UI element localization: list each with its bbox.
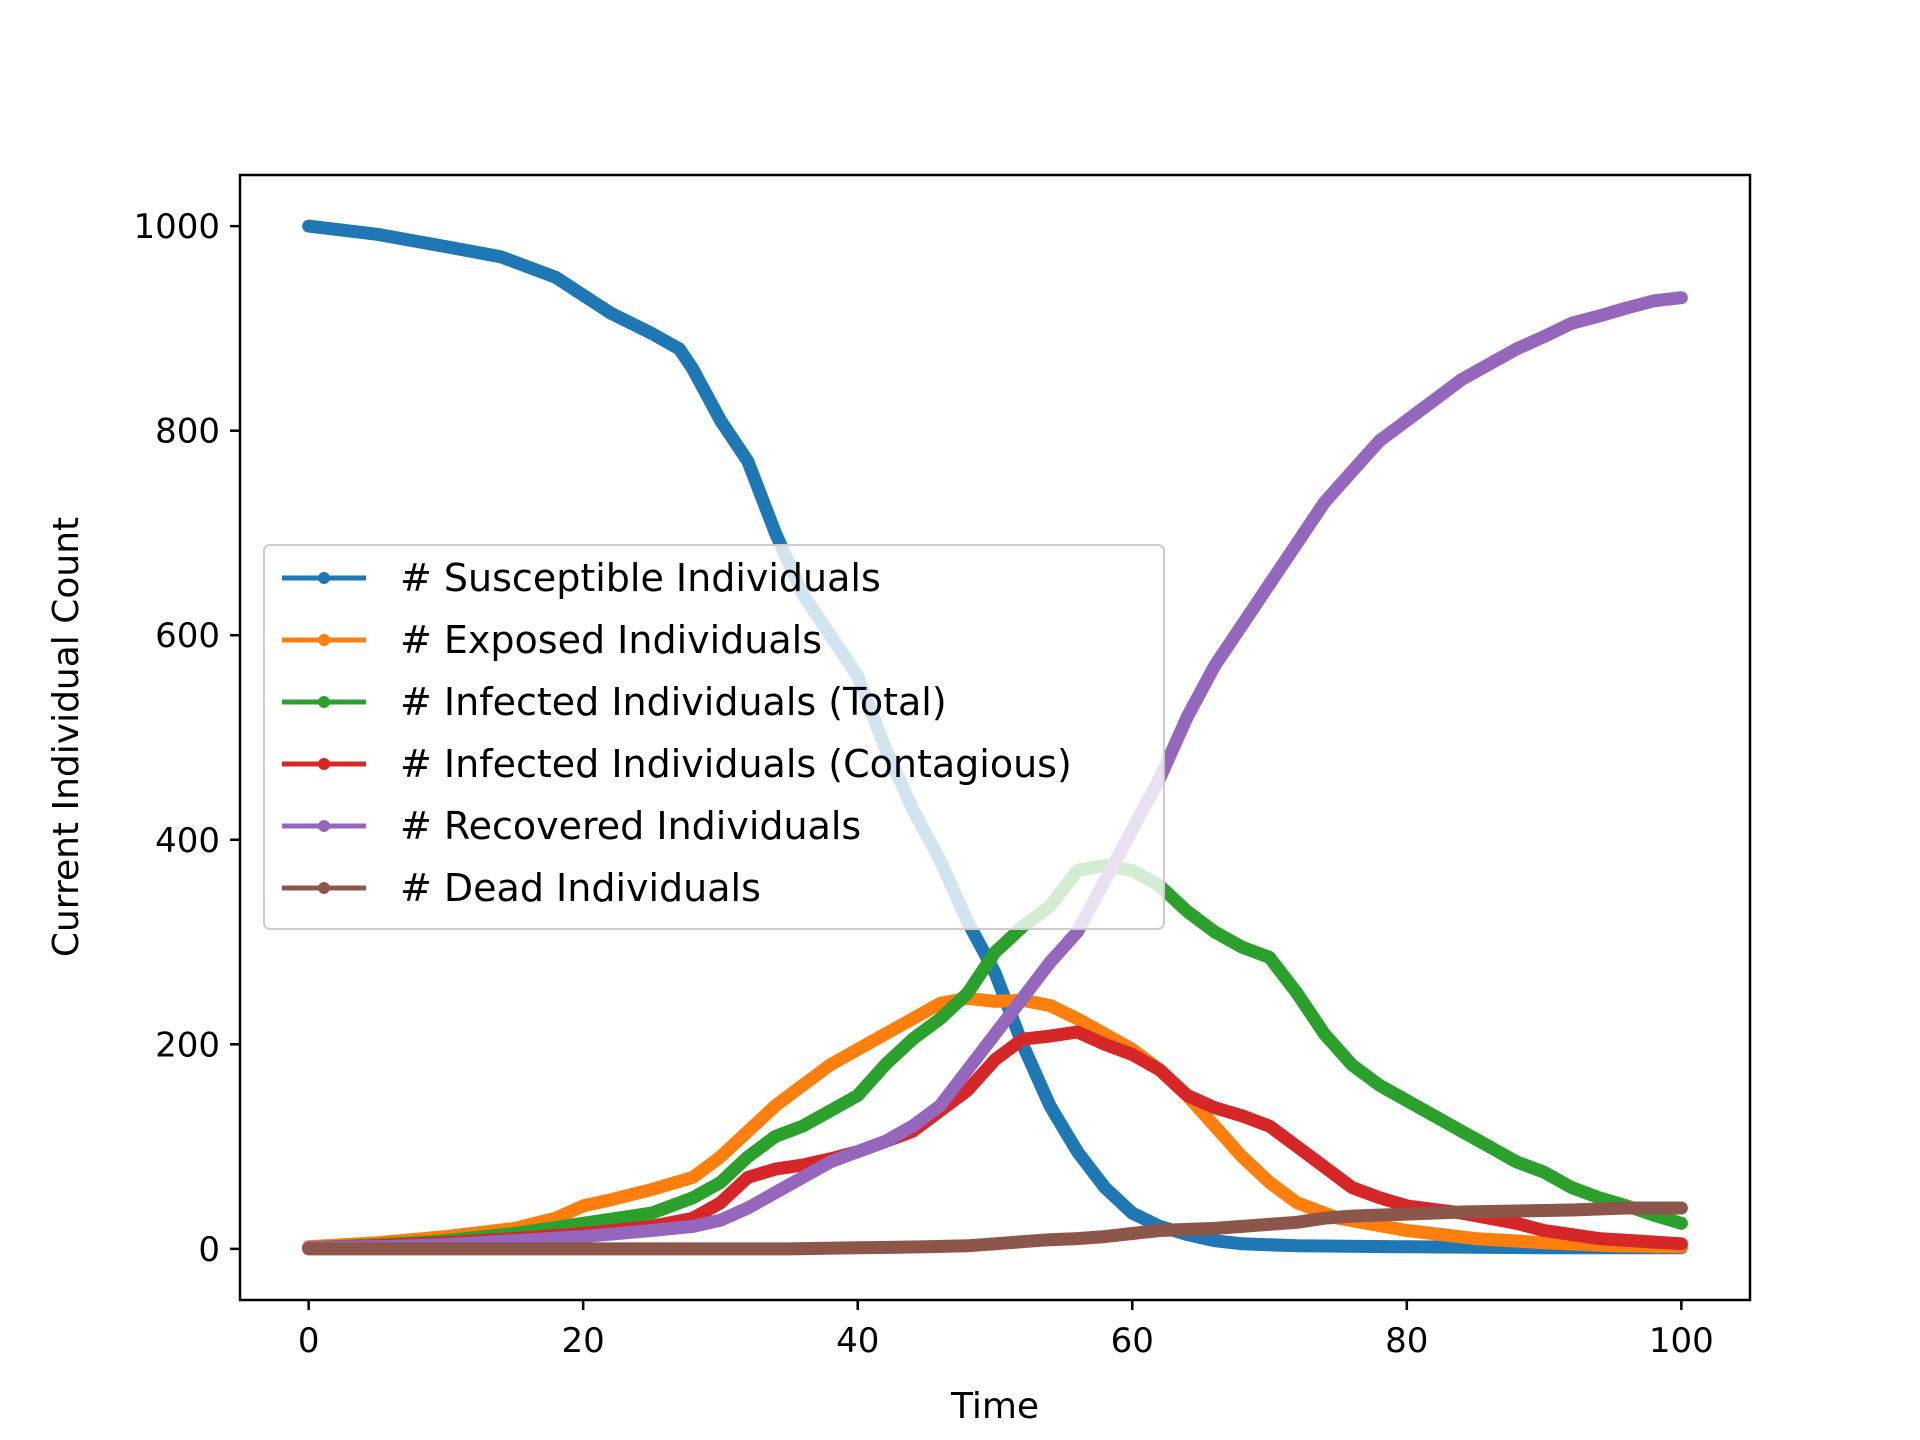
- legend-label: # Exposed Individuals: [400, 618, 822, 662]
- legend-entries: # Susceptible Individuals # Exposed Indiv…: [282, 556, 1072, 910]
- x-tick-label: 0: [298, 1321, 320, 1361]
- series-line-6: [302, 1201, 1688, 1256]
- y-axis-title: Current Individual Count: [46, 517, 87, 957]
- y-tick-label: 800: [155, 412, 220, 452]
- x-tick-label: 40: [836, 1321, 879, 1361]
- y-axis-ticks: 0 200 400 600 800 1000: [133, 207, 240, 1270]
- x-tick-label: 60: [1111, 1321, 1154, 1361]
- series-line-4: [302, 1025, 1688, 1255]
- legend-swatch-marker: [318, 758, 330, 770]
- y-tick-label: 0: [198, 1230, 220, 1270]
- legend-swatch-marker: [318, 882, 330, 894]
- legend: # Susceptible Individuals # Exposed Indiv…: [263, 544, 1165, 930]
- legend-swatch-marker: [318, 820, 330, 832]
- x-axis-title: Time: [950, 1386, 1039, 1427]
- legend-label: # Infected Individuals (Total): [400, 680, 947, 724]
- y-tick-label: 600: [155, 616, 220, 656]
- legend-swatch-marker: [318, 634, 330, 646]
- legend-label: # Susceptible Individuals: [400, 556, 881, 600]
- legend-swatch-marker: [318, 696, 330, 708]
- legend-swatch-marker: [318, 572, 330, 584]
- x-tick-label: 100: [1649, 1321, 1714, 1361]
- legend-label: # Infected Individuals (Contagious): [400, 742, 1072, 786]
- legend-label: # Dead Individuals: [400, 866, 761, 910]
- legend-label: # Recovered Individuals: [400, 804, 861, 848]
- y-tick-label: 200: [155, 1025, 220, 1065]
- legend-box: [263, 544, 1165, 930]
- x-tick-label: 80: [1385, 1321, 1428, 1361]
- plot-frame: [238, 173, 1752, 1302]
- y-tick-label: 400: [155, 821, 220, 861]
- y-tick-label: 1000: [133, 207, 220, 247]
- x-tick-label: 20: [562, 1321, 605, 1361]
- x-axis-ticks: 0 20 40 60 80 100: [298, 1300, 1714, 1361]
